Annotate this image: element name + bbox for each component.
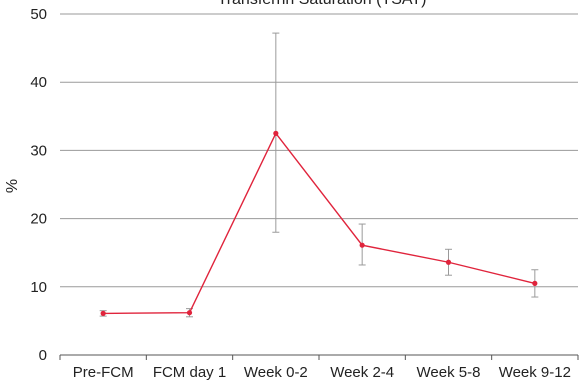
y-tick-labels: 0 10 20 30 40 50 [30, 6, 47, 364]
y-tick-label: 20 [30, 211, 47, 228]
y-tick-label: 30 [30, 142, 47, 159]
x-tick-label: FCM day 1 [153, 364, 226, 381]
x-tick-label: Week 2-4 [330, 364, 394, 381]
y-tick-label: 40 [30, 74, 47, 91]
data-point [445, 259, 452, 265]
x-tick-labels: Pre-FCM FCM day 1 Week 0-2 Week 2-4 Week 5-8… [59, 355, 579, 381]
y-tick-label: 50 [30, 6, 47, 23]
series-line-layer [103, 132, 535, 315]
x-tick-label: Pre-FCM [73, 364, 134, 381]
y-tick-label: 10 [30, 279, 47, 296]
error-bars [99, 32, 539, 318]
x-tick-label: Week 5-8 [417, 364, 481, 381]
chart-title: Transferrin Saturation (TSAT) [218, 0, 427, 8]
y-axis-title: % [4, 179, 21, 193]
x-tick-label: Week 9-12 [499, 364, 571, 381]
grid-lines [60, 13, 578, 356]
data-points [100, 130, 538, 316]
x-tick-label: Week 0-2 [244, 364, 308, 381]
data-point [100, 310, 106, 316]
data-point [273, 130, 279, 136]
data-point [532, 280, 538, 286]
data-point [186, 310, 193, 316]
data-point [359, 242, 365, 248]
series-line [103, 132, 535, 315]
y-tick-label: 0 [39, 347, 47, 364]
